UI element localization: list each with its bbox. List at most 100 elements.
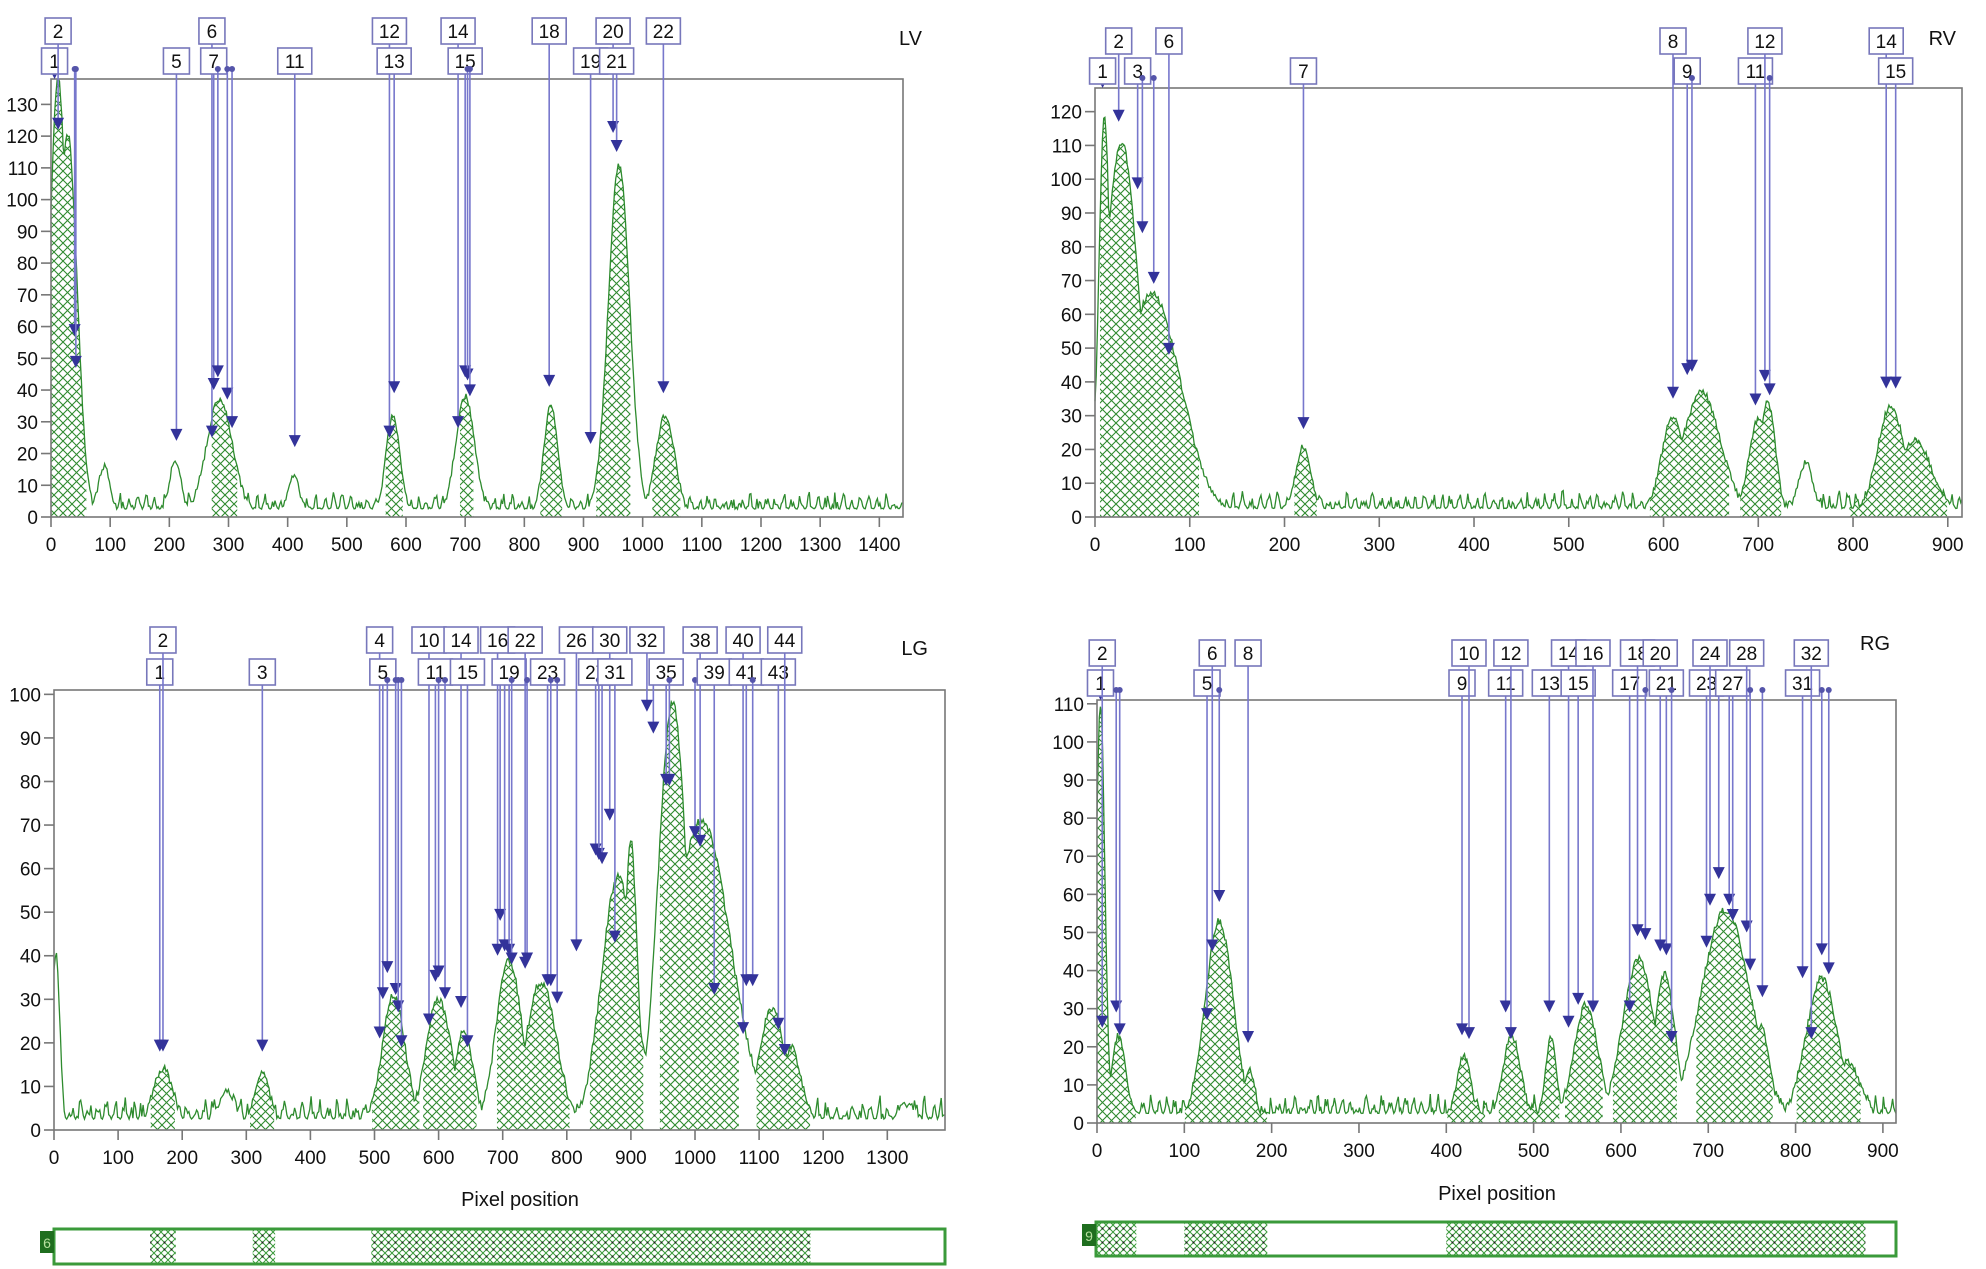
marker-arrow-icon	[551, 991, 564, 1004]
marker-label: 7	[1298, 62, 1309, 83]
marker-arrow-icon	[1572, 992, 1585, 1005]
lane-band	[1097, 1222, 1137, 1256]
marker-label-box	[1868, 27, 1904, 55]
marker-label-box	[1493, 639, 1529, 667]
y-tick-label: 60	[20, 860, 41, 881]
marker-dot	[666, 677, 673, 683]
y-tick-label: 30	[17, 413, 38, 434]
marker-arrow-icon	[657, 381, 670, 394]
marker-dot	[1825, 687, 1832, 693]
x-tick-label: 100	[102, 1148, 134, 1169]
marker-label: 2	[158, 631, 169, 652]
x-tick-label: 500	[331, 535, 363, 556]
marker-dot	[229, 66, 236, 72]
marker-label-box	[1086, 669, 1115, 697]
peak-area	[1447, 1053, 1486, 1123]
x-tick-label: 500	[1553, 535, 1585, 556]
y-tick-label: 90	[1063, 771, 1084, 792]
band-marker: 15	[1560, 669, 1596, 1005]
x-tick-label: 900	[615, 1148, 647, 1169]
marker-arrow-icon	[640, 699, 653, 712]
marker-arrow-icon	[1805, 1027, 1818, 1040]
band-marker	[389, 677, 402, 995]
x-tick-label: 300	[1343, 1141, 1375, 1162]
band-marker: 14	[443, 626, 479, 1009]
x-tick-label: 600	[1605, 1141, 1637, 1162]
marker-label-box	[591, 626, 628, 654]
y-tick-label: 10	[1061, 474, 1082, 495]
y-tick-label: 90	[1061, 204, 1082, 225]
marker-label-box	[507, 626, 543, 654]
lane-strip: 9	[1082, 1220, 1898, 1258]
x-tick-label: 1000	[622, 535, 664, 556]
x-tick-label: 0	[1090, 535, 1101, 556]
x-tick-label: 800	[508, 535, 540, 556]
marker-label: 26	[566, 631, 587, 652]
band-marker: 21	[598, 47, 635, 152]
marker-arrow-icon	[1796, 966, 1809, 979]
marker-dot	[1766, 75, 1773, 81]
marker-label-box	[1193, 669, 1221, 697]
plot-frame	[1096, 699, 1897, 1124]
density-profile-line	[1094, 116, 1963, 511]
band-marker	[596, 677, 609, 865]
marker-arrow-icon	[1744, 958, 1757, 971]
marker-arrow-icon	[505, 952, 518, 965]
marker-dot	[1747, 687, 1754, 693]
peak-area	[1740, 401, 1782, 517]
marker-label-box	[1560, 669, 1596, 697]
y-tick-label: 110	[8, 159, 38, 180]
y-tick-label: 90	[17, 222, 38, 243]
marker-arrow-icon	[388, 381, 401, 394]
marker-arrow-icon	[170, 428, 183, 441]
marker-arrow-icon	[1639, 928, 1652, 941]
marker-label-box	[1737, 57, 1774, 85]
x-tick-label: 700	[1742, 535, 1774, 556]
y-tick-label: 50	[20, 903, 41, 924]
band-marker: 19	[491, 658, 527, 956]
band-marker: 11	[1487, 669, 1524, 1013]
marker-dot	[508, 677, 515, 683]
y-tick-label: 70	[20, 816, 41, 837]
x-tick-label: 1200	[740, 535, 782, 556]
peak-area	[423, 997, 477, 1130]
band-marker	[1136, 75, 1149, 234]
x-tick-label: 0	[49, 1148, 60, 1169]
lane-badge	[40, 1231, 54, 1253]
peak-area	[659, 701, 739, 1130]
marker-label-box	[1611, 669, 1648, 697]
marker-arrow-icon	[1543, 1000, 1556, 1013]
marker-dot	[214, 66, 221, 72]
y-tick-label: 0	[27, 508, 38, 529]
marker-label: 8	[1668, 32, 1679, 53]
marker-label-box	[595, 17, 631, 45]
marker-dot	[524, 677, 531, 683]
marker-label: 40	[733, 631, 754, 652]
marker-arrow-icon	[69, 355, 82, 368]
marker-arrow-icon	[1700, 935, 1713, 948]
band-marker: 1	[40, 47, 69, 79]
marker-label-box	[1155, 27, 1183, 55]
lane-band	[252, 1229, 276, 1264]
marker-label-box	[597, 658, 633, 686]
marker-arrow-icon	[1667, 386, 1679, 399]
y-tick-label: 50	[17, 349, 38, 370]
marker-arrow-icon	[383, 425, 396, 438]
marker-label: 35	[656, 663, 677, 684]
band-marker: 31	[597, 658, 633, 943]
band-marker: 38	[682, 626, 718, 847]
lane-badge	[1082, 1224, 1096, 1246]
x-tick-label: 200	[1256, 1141, 1288, 1162]
y-tick-label: 10	[20, 1077, 41, 1098]
band-marker	[211, 66, 224, 378]
marker-label: 1	[1097, 62, 1108, 83]
band-marker: 8	[1234, 639, 1262, 1043]
marker-label: 2	[53, 22, 64, 43]
marker-arrow-icon	[608, 930, 621, 943]
x-tick-label: 100	[94, 535, 126, 556]
x-axis-title: Pixel position	[461, 1189, 579, 1211]
marker-label-box	[1659, 27, 1687, 55]
marker-label-box	[1877, 57, 1914, 85]
